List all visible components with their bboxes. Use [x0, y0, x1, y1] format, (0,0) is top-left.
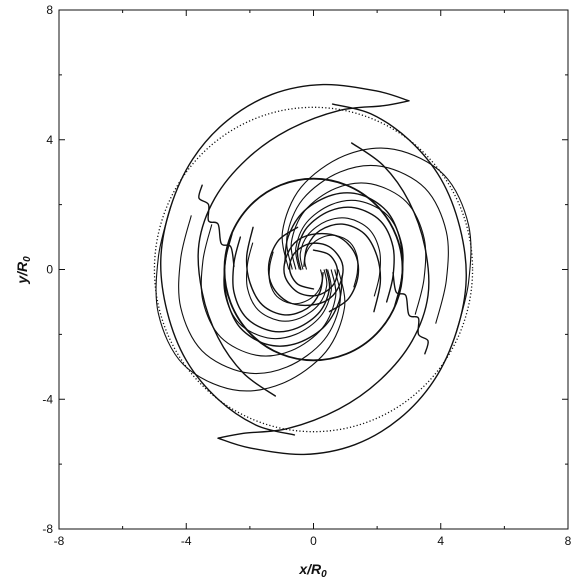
- inner-contour-line: [223, 233, 332, 340]
- x-axis-label: x/R0: [298, 561, 327, 580]
- core-spiral-rotated: [267, 226, 344, 307]
- inner-contour-line: [295, 199, 404, 306]
- inner-contour-line: [304, 234, 359, 288]
- y-tick-label: 8: [46, 3, 53, 17]
- inner-contour-line: [268, 251, 323, 305]
- x-tick-label: 0: [310, 534, 317, 548]
- inner-contour-line: [245, 242, 328, 322]
- inner-arm-1-rotated: [296, 206, 395, 303]
- y-tick-label: 4: [46, 133, 53, 147]
- y-tick-label: -4: [42, 392, 53, 406]
- x-tick-label: -8: [54, 534, 65, 548]
- inner-contour-line: [286, 164, 449, 324]
- plot-frame: [58, 9, 569, 530]
- core-spiral: [283, 232, 360, 313]
- inner-solid-circle: [223, 177, 404, 362]
- inner-arm-3: [245, 226, 324, 316]
- x-tick-label: -4: [181, 534, 192, 548]
- y-axis-label: y/R0: [14, 256, 33, 285]
- reference-circles: [153, 106, 474, 433]
- plot-border: [58, 9, 569, 530]
- outer-dotted-circle: [153, 106, 474, 433]
- outer-arm-tongue-rotated: [392, 272, 429, 355]
- x-tick-label: 8: [565, 534, 572, 548]
- y-tick-label: -8: [42, 522, 53, 536]
- inner-contour-line: [299, 217, 382, 297]
- outer-arm-tongue: [198, 184, 235, 267]
- inner-contour-line: [290, 182, 427, 315]
- inner-arm-1: [232, 236, 331, 333]
- x-tick-label: 4: [437, 534, 444, 548]
- y-tick-label: 0: [46, 263, 53, 277]
- inner-arm-3-rotated: [303, 223, 382, 313]
- outer-arm-inner-edge-rotated: [217, 142, 430, 439]
- contour-curves: [155, 83, 472, 456]
- inner-contour-line: [178, 215, 341, 375]
- inner-contour-line: [155, 206, 346, 392]
- outer-arm-inner-edge: [197, 100, 410, 397]
- inner-contour-line: [200, 224, 337, 357]
- axis-ticks: [58, 9, 569, 530]
- inner-contour-line: [281, 147, 472, 333]
- axis-tick-labels: -8 -4 0 4 8 -8 -4 0 4 8: [42, 3, 571, 548]
